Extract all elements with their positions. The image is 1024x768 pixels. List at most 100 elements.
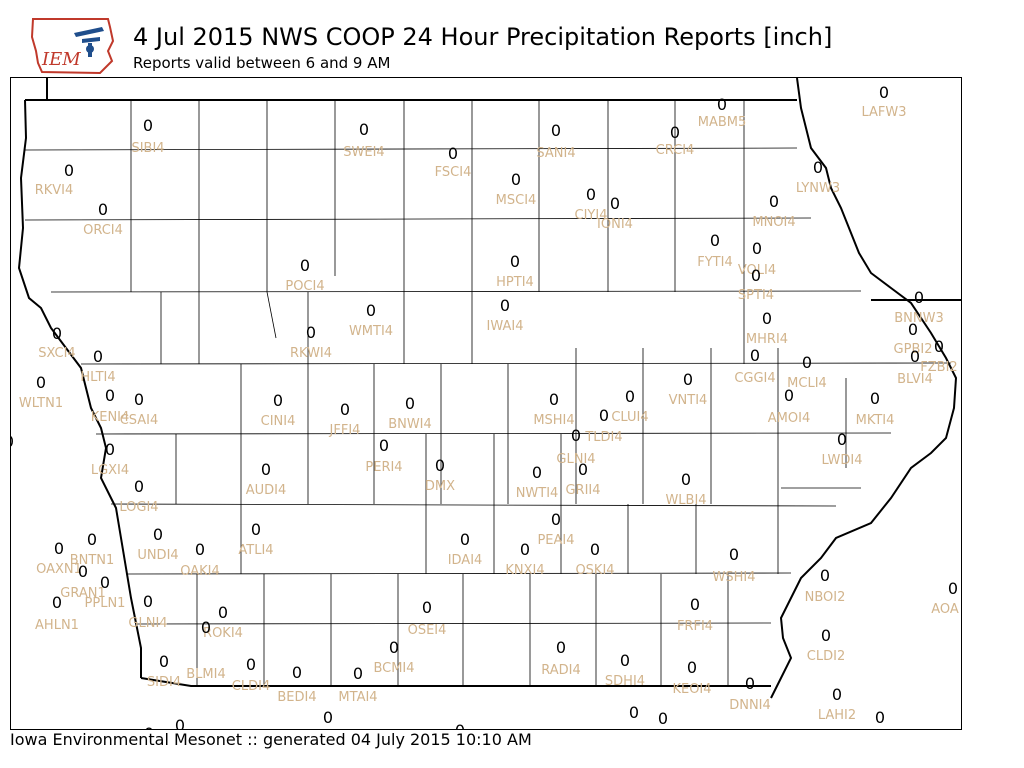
station-id-label: ATLI4 [238, 543, 273, 558]
station-id-label: IDAI4 [448, 553, 483, 568]
precip-value: 0 [195, 540, 205, 559]
precip-value: 0 [306, 323, 316, 342]
precip-value: 0 [143, 116, 153, 135]
station-plot: 0 DNNI4 [729, 674, 771, 713]
precip-value: 0 [500, 296, 510, 315]
precip-value: 0 [134, 477, 144, 496]
station-plot: 0 [175, 716, 185, 729]
precip-value: 0 [670, 123, 680, 142]
precip-value: 0 [948, 579, 958, 598]
station-id-label: LGXI4 [91, 463, 129, 478]
precip-value: 0 [36, 373, 46, 392]
precip-value: 0 [460, 530, 470, 549]
station-id-label: MSHI4 [533, 413, 574, 428]
precip-value: 0 [435, 456, 445, 475]
station-plot: 0 GRAN1 [60, 562, 105, 601]
precip-value: 0 [379, 436, 389, 455]
logo-text: IEM [41, 49, 81, 70]
station-id-label: AHLN1 [35, 618, 79, 633]
station-id-label: CLUI4 [611, 410, 648, 425]
station-plot: 0 CIYI4 [575, 185, 608, 223]
precip-value: 0 [658, 709, 668, 728]
precip-value: 0 [246, 655, 256, 674]
station-plot: 0 IWAI4 [487, 296, 524, 334]
precip-value: 0 [551, 121, 561, 140]
precip-value: 0 [273, 391, 283, 410]
station-plot: 0MMPM7 [658, 709, 668, 728]
precip-value: 0 [571, 426, 581, 445]
station-plot: 0 MTAI4 [338, 664, 377, 705]
county-lines [24, 100, 952, 686]
station-id-label: KNXI4 [505, 563, 544, 578]
station-id-label: AUDI4 [246, 483, 287, 498]
station-plot: 0 MNOI4 [752, 192, 795, 230]
station-plot: 0 WLTN1 [19, 373, 63, 411]
page-subtitle: Reports valid between 6 and 9 AM [133, 54, 391, 72]
station-id-label: SDHI4 [605, 674, 645, 689]
station-id-label: GRII4 [565, 483, 600, 498]
station-plot: 0 CSAI4 [120, 390, 159, 428]
station-id-label: MABM5 [698, 115, 747, 130]
precip-value: 0 [422, 598, 432, 617]
precip-value: 0 [143, 592, 153, 611]
station-id-label: FZBI2 [920, 360, 957, 375]
precip-value: 0 [549, 390, 559, 409]
station-plot: 0 BNNW3 [894, 288, 944, 326]
station-id-label: DMX [425, 479, 455, 494]
station-id-label: MHRI4 [746, 332, 788, 347]
station-id-label: MSCI4 [496, 193, 537, 208]
station-id-label: BNTN1 [70, 553, 115, 568]
precip-value: 0 [218, 603, 228, 622]
station-plot: 0 HPTI4 [496, 252, 534, 290]
station-id-label: CRCI4 [656, 143, 695, 158]
precip-value: 0 [100, 573, 110, 592]
station-plot: 0 DMX [425, 456, 455, 494]
precip-value: 0 [87, 530, 97, 549]
station-plot: 0 GPBI2 [894, 320, 933, 357]
precip-value: 0 [105, 440, 115, 459]
station-id-label: DOWM7 [608, 728, 661, 730]
station-id-label: CLDI2 [807, 649, 845, 664]
station-plot: 0 GRII4 [565, 460, 600, 498]
precip-value: 0 [751, 266, 761, 285]
station-plot: 0 LYNW3 [796, 158, 840, 196]
station-plot: 0 JFFI4 [329, 400, 361, 438]
station-id-label: SWEI4 [343, 145, 384, 160]
precip-value: 0 [729, 545, 739, 564]
station-id-label: FSCI4 [435, 165, 472, 180]
station-plot: 0 VOLI4 [738, 239, 776, 278]
precip-value: 0 [81, 727, 91, 730]
station-plot: 0 IDAI4 [448, 530, 483, 568]
station-id-label: RKVI4 [35, 183, 74, 198]
station-plot: 0 DOWM7 [608, 703, 661, 730]
station-plot: 0 [81, 727, 91, 730]
station-id-label: JFFI4 [329, 423, 361, 438]
precip-value: 0 [366, 301, 376, 320]
state-borders [17, 78, 961, 699]
station-id-label: LAHI2 [818, 708, 856, 723]
station-id-label: RKWI4 [290, 346, 332, 361]
station-id-label: SANI4 [536, 146, 575, 161]
precip-value: 0 [687, 658, 697, 677]
precip-value: 0 [586, 185, 596, 204]
station-id-label: HLTI4 [80, 370, 115, 385]
station-id-label: GLNI4 [128, 616, 167, 631]
precip-value: 0 [820, 566, 830, 585]
station-plot: 0 BLMI4 [186, 618, 225, 682]
station-plot: 0 LWDI4 [821, 430, 862, 468]
station-plot: 0 SIBI4 [131, 116, 164, 156]
precip-value: 0 [629, 703, 639, 722]
station-plot: 0 OAKI4 [180, 540, 220, 579]
precip-value: 0 [625, 387, 635, 406]
station-plot: 0 CLDI4 [232, 655, 270, 694]
station-plot: 0 RKWI4 [290, 323, 332, 361]
station-plot: 0 TLDI4 [584, 406, 622, 445]
station-plot: 0 SIDI4 [147, 652, 181, 690]
station-id-label: POCI4 [285, 279, 324, 294]
precip-value: 0 [300, 256, 310, 275]
station-plot: 0 BNTN1 [70, 530, 115, 568]
precip-value: 0 [201, 618, 211, 637]
precip-value: 0 [153, 525, 163, 544]
